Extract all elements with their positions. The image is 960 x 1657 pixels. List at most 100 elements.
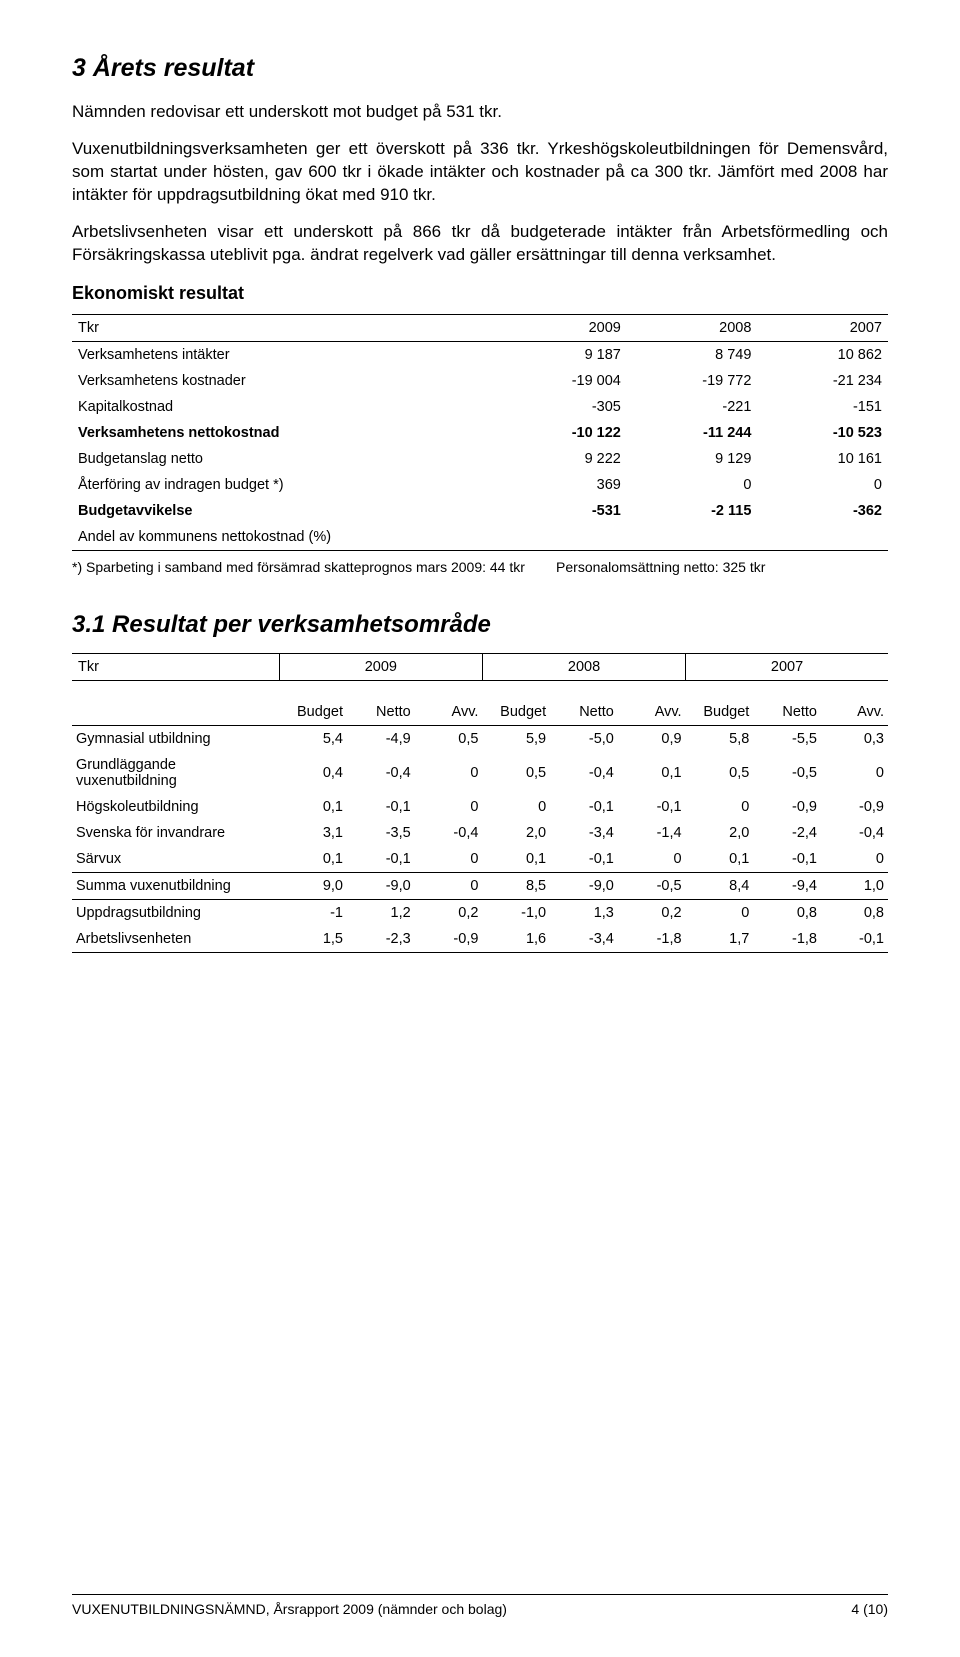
cell: -221 (627, 394, 758, 420)
cell: 0 (415, 752, 483, 794)
cell: -21 234 (757, 368, 888, 394)
paragraph-2: Vuxenutbildningsverksamheten ger ett öve… (72, 138, 888, 207)
cell: 5,8 (686, 725, 754, 752)
row-label: Svenska för invandrare (72, 820, 279, 846)
cell: -9,0 (347, 872, 415, 899)
t2-tkr: Tkr (72, 653, 279, 680)
cell: 0 (627, 472, 758, 498)
cell: -0,5 (753, 752, 821, 794)
resultat-year-header: Tkr 2009 2008 2007 (72, 653, 888, 681)
row-label: Återföring av indragen budget *) (72, 472, 496, 498)
col-header: Avv. (618, 699, 686, 726)
cell: -1,0 (482, 899, 550, 926)
footer-right: 4 (10) (851, 1601, 888, 1617)
col-header: Budget (279, 699, 347, 726)
row-label: Verksamhetens nettokostnad (72, 420, 496, 446)
cell: -5,5 (753, 725, 821, 752)
col-header: Netto (347, 699, 415, 726)
cell: -11 244 (627, 420, 758, 446)
footer-left: VUXENUTBILDNINGSNÄMND, Årsrapport 2009 (… (72, 1601, 507, 1617)
cell: 0 (482, 794, 550, 820)
cell: -0,4 (550, 752, 618, 794)
footnote-right: Personalomsättning netto: 325 tkr (556, 559, 765, 575)
col-2009: 2009 (496, 314, 627, 341)
cell: 9 187 (496, 341, 627, 368)
cell: 1,5 (279, 926, 347, 953)
cell: -0,4 (821, 820, 888, 846)
t2-2007: 2007 (686, 653, 888, 680)
cell: -0,1 (550, 794, 618, 820)
cell: -0,4 (347, 752, 415, 794)
cell: -1,8 (753, 926, 821, 953)
table-row: Särvux0,1-0,100,1-0,100,1-0,10 (72, 846, 888, 873)
table-header-row: BudgetNettoAvv.BudgetNettoAvv.BudgetNett… (72, 699, 888, 726)
cell: 0,2 (618, 899, 686, 926)
cell: -0,5 (618, 872, 686, 899)
cell: 0,5 (415, 725, 483, 752)
row-label: Uppdragsutbildning (72, 899, 279, 926)
table-row: Verksamhetens kostnader-19 004-19 772-21… (72, 368, 888, 394)
cell: 0 (618, 846, 686, 873)
col-header: Avv. (415, 699, 483, 726)
row-label: Andel av kommunens nettokostnad (%) (72, 524, 496, 551)
cell: -0,1 (550, 846, 618, 873)
cell: 0,8 (753, 899, 821, 926)
cell: -3,5 (347, 820, 415, 846)
row-label: Arbetslivsenheten (72, 926, 279, 953)
cell: 8,4 (686, 872, 754, 899)
table-row: Kapitalkostnad-305-221-151 (72, 394, 888, 420)
col-2007: 2007 (757, 314, 888, 341)
cell: -305 (496, 394, 627, 420)
ekonomiskt-resultat-heading: Ekonomiskt resultat (72, 283, 888, 304)
table-row: Gymnasial utbildning5,4-4,90,55,9-5,00,9… (72, 725, 888, 752)
cell: 10 161 (757, 446, 888, 472)
col-2008: 2008 (627, 314, 758, 341)
col-tkr: Tkr (72, 314, 496, 341)
section-heading: 3 Årets resultat (72, 54, 888, 83)
cell: -0,1 (821, 926, 888, 953)
cell: 0 (686, 899, 754, 926)
cell: 9,0 (279, 872, 347, 899)
cell: 0,2 (415, 899, 483, 926)
col-header: Netto (753, 699, 821, 726)
col-header: Budget (686, 699, 754, 726)
table-row: Verksamhetens nettokostnad-10 122-11 244… (72, 420, 888, 446)
cell: 8 749 (627, 341, 758, 368)
page-footer: VUXENUTBILDNINGSNÄMND, Årsrapport 2009 (… (72, 1594, 888, 1617)
cell: 2,0 (686, 820, 754, 846)
cell (496, 524, 627, 551)
col-header: Budget (482, 699, 550, 726)
row-label: Verksamhetens kostnader (72, 368, 496, 394)
cell: -9,0 (550, 872, 618, 899)
cell: 0,1 (482, 846, 550, 873)
col-header (72, 699, 279, 726)
cell: -1,4 (618, 820, 686, 846)
cell: 1,3 (550, 899, 618, 926)
cell: 1,6 (482, 926, 550, 953)
cell: 0,1 (279, 794, 347, 820)
table-row: Budgetavvikelse-531-2 115-362 (72, 498, 888, 524)
cell: 0 (821, 752, 888, 794)
cell: -19 004 (496, 368, 627, 394)
row-label: Gymnasial utbildning (72, 725, 279, 752)
cell: -10 122 (496, 420, 627, 446)
cell: 0 (821, 846, 888, 873)
cell: -2 115 (627, 498, 758, 524)
cell: 5,4 (279, 725, 347, 752)
cell: -1,8 (618, 926, 686, 953)
cell: 1,2 (347, 899, 415, 926)
cell: -0,1 (618, 794, 686, 820)
t2-2008: 2008 (482, 653, 685, 680)
table-row: Arbetslivsenheten1,5-2,3-0,91,6-3,4-1,81… (72, 926, 888, 953)
cell: 8,5 (482, 872, 550, 899)
cell: -10 523 (757, 420, 888, 446)
table-row: Summa vuxenutbildning9,0-9,008,5-9,0-0,5… (72, 872, 888, 899)
cell: -1 (279, 899, 347, 926)
cell: -0,1 (753, 846, 821, 873)
resultat-per-omrade-heading: 3.1 Resultat per verksamhetsområde (72, 611, 888, 639)
table-row: Verksamhetens intäkter9 1878 74910 862 (72, 341, 888, 368)
cell: 9 129 (627, 446, 758, 472)
row-label: Budgetanslag netto (72, 446, 496, 472)
row-label: Högskoleutbildning (72, 794, 279, 820)
table-footnote: *) Sparbeting i samband med försämrad sk… (72, 559, 888, 575)
